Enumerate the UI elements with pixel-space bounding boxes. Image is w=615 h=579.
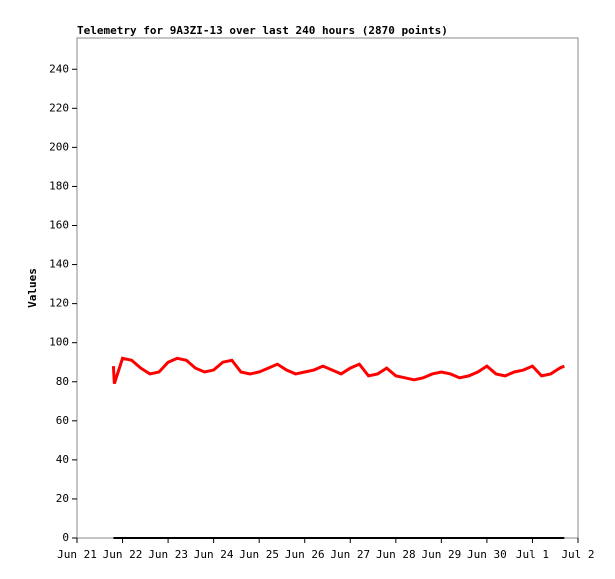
y-tick-label: 60	[56, 414, 69, 427]
y-tick-label: 80	[56, 375, 69, 388]
x-tick-label: Jun 21	[57, 548, 97, 561]
x-tick-label: Jun 30	[467, 548, 507, 561]
y-tick-label: 20	[56, 492, 69, 505]
x-tick-label: Jun 28	[376, 548, 416, 561]
x-tick-label: Jun 27	[330, 548, 370, 561]
y-tick-label: 140	[49, 258, 69, 271]
y-tick-label: 0	[62, 531, 69, 544]
y-tick-label: 200	[49, 140, 69, 153]
y-tick-label: 120	[49, 297, 69, 310]
y-tick-label: 40	[56, 453, 69, 466]
y-axis-label: Values	[26, 268, 39, 308]
x-tick-label: Jun 23	[148, 548, 188, 561]
x-tick-label: Jun 26	[285, 548, 325, 561]
series-line	[111, 356, 565, 385]
x-tick-label: Jun 29	[421, 548, 461, 561]
x-tick-label: Jun 22	[103, 548, 143, 561]
x-tick-label: Jun 25	[239, 548, 279, 561]
x-tick-label: Jul 2	[561, 548, 594, 561]
y-tick-label: 180	[49, 179, 69, 192]
y-tick-label: 220	[49, 101, 69, 114]
x-tick-label: Jul 1	[516, 548, 549, 561]
plot-area	[76, 37, 579, 539]
x-tick-label: Jun 24	[194, 548, 234, 561]
y-tick-label: 100	[49, 336, 69, 349]
y-tick-label: 240	[49, 62, 69, 75]
y-tick-label: 160	[49, 219, 69, 232]
chart-title: Telemetry for 9A3ZI-13 over last 240 hou…	[77, 24, 448, 37]
